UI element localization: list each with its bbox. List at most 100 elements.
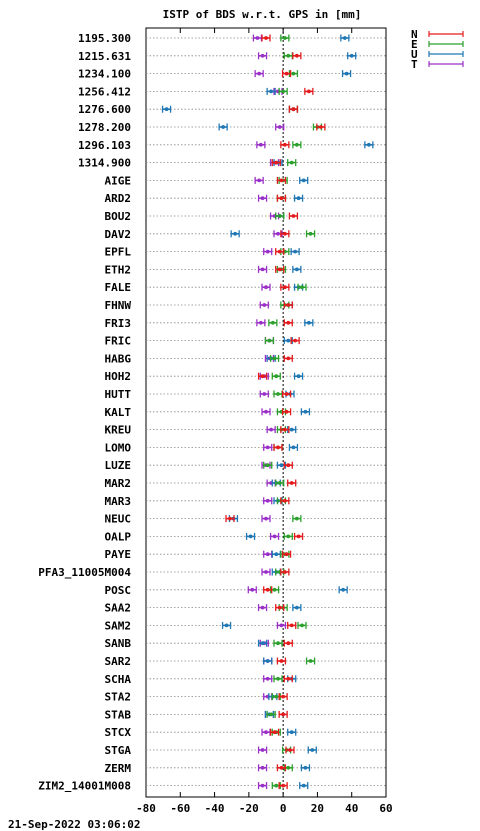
point-marker <box>300 285 304 290</box>
data-point <box>283 319 293 327</box>
data-point <box>305 657 316 665</box>
data-point <box>281 70 292 78</box>
point-marker <box>291 214 296 218</box>
point-marker <box>267 338 272 343</box>
point-marker <box>303 409 308 414</box>
point-marker <box>269 427 274 432</box>
timestamp: 21-Sep-2022 03:06:02 <box>8 818 140 831</box>
data-point <box>275 123 285 131</box>
point-marker <box>277 214 282 218</box>
point-marker <box>257 71 262 76</box>
data-point <box>307 746 317 754</box>
data-point <box>261 283 271 291</box>
point-marker <box>286 641 291 646</box>
point-marker <box>250 587 255 592</box>
data-point <box>283 764 293 772</box>
point-marker <box>277 267 282 272</box>
data-point <box>287 728 297 736</box>
data-point <box>266 87 276 95</box>
point-marker <box>306 89 311 94</box>
point-marker <box>260 748 265 752</box>
point-marker <box>279 659 284 663</box>
data-point <box>287 621 297 629</box>
legend-label: N <box>411 28 418 41</box>
point-marker <box>262 303 267 307</box>
point-marker <box>276 445 280 450</box>
category-label: AIGE <box>105 174 132 187</box>
data-point <box>276 621 287 629</box>
point-marker <box>265 498 270 503</box>
point-marker <box>260 765 265 770</box>
point-marker <box>276 392 280 396</box>
point-marker <box>277 481 282 485</box>
point-marker <box>279 196 284 201</box>
x-tick-label: 20 <box>311 802 324 815</box>
category-label: MAR2 <box>105 477 132 490</box>
x-tick-label: -20 <box>239 802 259 815</box>
point-marker <box>294 53 299 58</box>
point-marker <box>300 623 304 628</box>
point-marker <box>277 605 282 610</box>
category-label: 1276.600 <box>78 103 131 116</box>
point-marker <box>344 71 349 76</box>
data-point <box>266 710 276 718</box>
data-point <box>257 746 268 754</box>
category-label: FALE <box>105 281 132 294</box>
data-point <box>305 230 316 238</box>
point-marker <box>282 142 287 147</box>
point-marker <box>310 748 315 752</box>
data-point <box>276 176 287 184</box>
data-point <box>261 408 271 416</box>
point-marker <box>294 267 299 272</box>
category-label: 1256.412 <box>78 85 131 98</box>
point-marker <box>286 765 291 770</box>
point-marker <box>281 89 286 94</box>
plot-layer: 1195.300 1215.631 1234.100 1256.412 1276.600… <box>38 27 393 815</box>
data-point <box>280 568 290 576</box>
point-marker <box>286 534 291 539</box>
data-point <box>263 497 273 505</box>
point-marker <box>277 125 282 129</box>
plot-frame <box>145 27 387 798</box>
point-marker <box>260 53 265 58</box>
data-point <box>283 675 293 683</box>
point-marker <box>272 587 277 592</box>
point-marker <box>301 178 306 183</box>
data-point <box>261 34 271 42</box>
data-point <box>293 532 304 540</box>
data-point <box>290 337 300 345</box>
data-point <box>261 515 271 523</box>
data-point <box>283 354 293 362</box>
point-marker <box>274 783 279 788</box>
point-marker <box>270 320 275 325</box>
point-marker <box>296 196 301 201</box>
data-point <box>278 87 288 95</box>
point-marker <box>296 374 301 379</box>
point-marker <box>274 374 279 379</box>
category-label: ZERM <box>105 762 132 775</box>
point-marker <box>342 36 347 40</box>
point-marker <box>286 338 291 343</box>
point-marker <box>272 356 277 361</box>
point-marker <box>276 641 280 646</box>
point-marker <box>269 712 274 717</box>
point-marker <box>260 641 265 646</box>
data-point <box>257 194 268 202</box>
point-marker <box>284 409 289 414</box>
point-marker <box>258 142 263 147</box>
data-point <box>263 248 273 256</box>
data-point <box>293 372 304 380</box>
category-label: LOMO <box>105 441 132 454</box>
category-label: ARD2 <box>105 192 132 205</box>
data-point <box>252 34 263 42</box>
data-point <box>257 782 268 790</box>
data-point <box>245 532 256 540</box>
data-point <box>273 443 283 451</box>
x-tick-label: -40 <box>205 802 225 815</box>
data-point <box>161 105 172 113</box>
data-point <box>280 497 290 505</box>
point-marker <box>264 285 268 290</box>
category-label: KREU <box>105 424 132 437</box>
point-marker <box>284 71 289 76</box>
point-marker <box>255 36 260 40</box>
